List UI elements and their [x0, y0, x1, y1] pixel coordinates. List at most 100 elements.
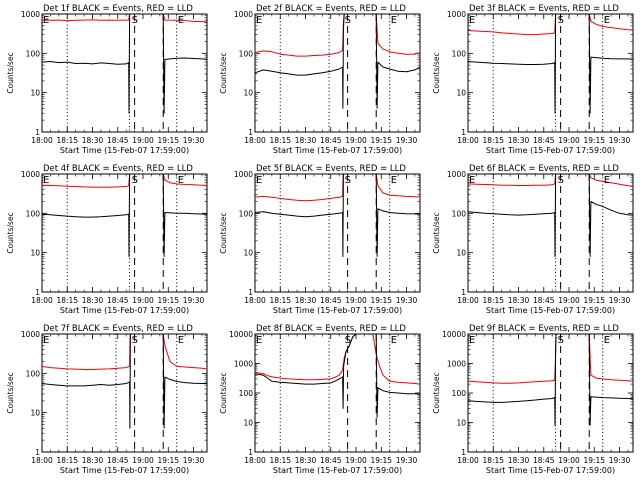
y-tick-label: 10 — [456, 249, 466, 258]
x-tick-label: 19:00 — [132, 296, 154, 305]
y-tick-label: 10 — [243, 419, 253, 428]
y-tick-label: 10 — [30, 249, 40, 258]
start-marker-letter: S — [132, 175, 138, 186]
x-axis-label: Start Time (15-Feb-07 17:59:00) — [486, 146, 615, 155]
x-tick-label: 18:00 — [31, 136, 53, 145]
start-marker-letter: S — [558, 335, 564, 346]
x-tick-label: 19:15 — [157, 136, 179, 145]
end-marker-letter: E — [256, 15, 262, 26]
y-axis-label: Counts/sec — [219, 52, 228, 93]
x-tick-label: 19:15 — [157, 456, 179, 465]
y-axis-label: Counts/sec — [432, 52, 441, 93]
panel-9: Det 9f BLACK = Events, RED = LLD 1 10 100 10… — [432, 324, 634, 475]
x-tick-label: 18:15 — [56, 136, 78, 145]
y-tick-label: 1000 — [21, 10, 40, 19]
x-axis-label: Start Time (15-Feb-07 17:59:00) — [273, 466, 402, 475]
y-tick-label: 100 — [26, 209, 41, 218]
start-marker-letter: S — [345, 175, 351, 186]
y-axis-label: Counts/sec — [432, 372, 441, 413]
y-tick-label: 1 — [248, 448, 253, 457]
y-tick-label: 100 — [239, 209, 254, 218]
x-tick-label: 18:30 — [82, 456, 104, 465]
x-axis-label: Start Time (15-Feb-07 17:59:00) — [273, 146, 402, 155]
x-tick-label: 18:15 — [482, 456, 504, 465]
y-axis-label: Counts/sec — [6, 212, 15, 253]
y-tick-label: 1000 — [234, 360, 253, 369]
end-marker-letter: E — [256, 175, 262, 186]
end-marker-letter: E — [256, 335, 262, 346]
x-tick-label: 18:30 — [295, 456, 317, 465]
y-tick-label: 10 — [30, 409, 40, 418]
y-tick-label: 1 — [35, 448, 40, 457]
y-tick-label: 1000 — [234, 170, 253, 179]
y-tick-label: 1 — [35, 128, 40, 137]
x-tick-label: 19:30 — [609, 296, 631, 305]
x-tick-label: 18:45 — [533, 136, 555, 145]
start-marker-letter: S — [558, 15, 564, 26]
x-tick-label: 19:00 — [345, 136, 367, 145]
x-tick-label: 18:30 — [508, 296, 530, 305]
x-tick-label: 19:00 — [345, 456, 367, 465]
end-marker-letter: E — [391, 15, 397, 26]
panel-4: Det 4f BLACK = Events, RED = LLD 1 10 100 10… — [6, 164, 208, 315]
x-tick-label: 18:15 — [269, 456, 291, 465]
x-tick-label: 19:00 — [558, 136, 580, 145]
x-tick-label: 18:15 — [269, 136, 291, 145]
x-tick-label: 18:30 — [82, 136, 104, 145]
x-tick-label: 19:15 — [583, 456, 605, 465]
x-tick-label: 18:00 — [457, 296, 479, 305]
x-tick-label: 19:15 — [370, 456, 392, 465]
y-tick-label: 10 — [456, 89, 466, 98]
panel-title: Det 5f BLACK = Events, RED = LLD — [256, 164, 406, 174]
x-tick-label: 18:00 — [244, 136, 266, 145]
x-tick-label: 18:15 — [56, 296, 78, 305]
y-axis-label: Counts/sec — [6, 52, 15, 93]
x-tick-label: 19:30 — [183, 456, 205, 465]
end-marker-letter: E — [604, 335, 610, 346]
panel-title: Det 6f BLACK = Events, RED = LLD — [469, 164, 619, 174]
y-tick-label: 10 — [243, 249, 253, 258]
x-axis-label: Start Time (15-Feb-07 17:59:00) — [60, 146, 189, 155]
end-marker-letter: E — [469, 335, 475, 346]
panel-title: Det 8f BLACK = Events, RED = LLD — [256, 324, 406, 334]
y-tick-label: 10000 — [229, 330, 253, 339]
x-tick-label: 19:00 — [132, 456, 154, 465]
panel-title: Det 4f BLACK = Events, RED = LLD — [43, 164, 193, 174]
x-axis-label: Start Time (15-Feb-07 17:59:00) — [273, 306, 402, 315]
y-tick-label: 1000 — [234, 10, 253, 19]
end-marker-letter: E — [178, 175, 184, 186]
lld-series-line — [254, 333, 421, 385]
start-marker-letter: S — [345, 335, 351, 346]
plot-frame — [467, 13, 634, 133]
end-marker-letter: E — [469, 175, 475, 186]
y-tick-label: 1000 — [447, 360, 466, 369]
x-tick-label: 19:15 — [370, 296, 392, 305]
y-tick-label: 100 — [452, 389, 467, 398]
y-tick-label: 1 — [248, 288, 253, 297]
x-tick-label: 19:30 — [183, 296, 205, 305]
x-tick-label: 18:00 — [244, 296, 266, 305]
x-tick-label: 18:45 — [320, 456, 342, 465]
x-tick-label: 18:15 — [482, 136, 504, 145]
x-tick-label: 19:00 — [345, 296, 367, 305]
events-series-line — [254, 173, 421, 257]
y-tick-label: 1 — [461, 288, 466, 297]
panel-8: Det 8f BLACK = Events, RED = LLD 1 10 100 10… — [219, 324, 421, 475]
x-tick-label: 19:15 — [583, 136, 605, 145]
y-tick-label: 1000 — [21, 330, 40, 339]
x-tick-label: 19:00 — [132, 136, 154, 145]
x-tick-label: 19:30 — [396, 296, 418, 305]
x-tick-label: 19:00 — [558, 296, 580, 305]
end-marker-letter: E — [178, 335, 184, 346]
events-series-line — [467, 173, 634, 257]
x-tick-label: 18:45 — [107, 136, 129, 145]
y-tick-label: 100 — [452, 209, 467, 218]
x-tick-label: 18:30 — [508, 136, 530, 145]
y-tick-label: 10 — [30, 89, 40, 98]
x-tick-label: 19:30 — [183, 136, 205, 145]
y-tick-label: 100 — [239, 49, 254, 58]
end-marker-letter: E — [43, 335, 49, 346]
end-marker-letter: E — [391, 335, 397, 346]
y-tick-label: 10 — [243, 89, 253, 98]
